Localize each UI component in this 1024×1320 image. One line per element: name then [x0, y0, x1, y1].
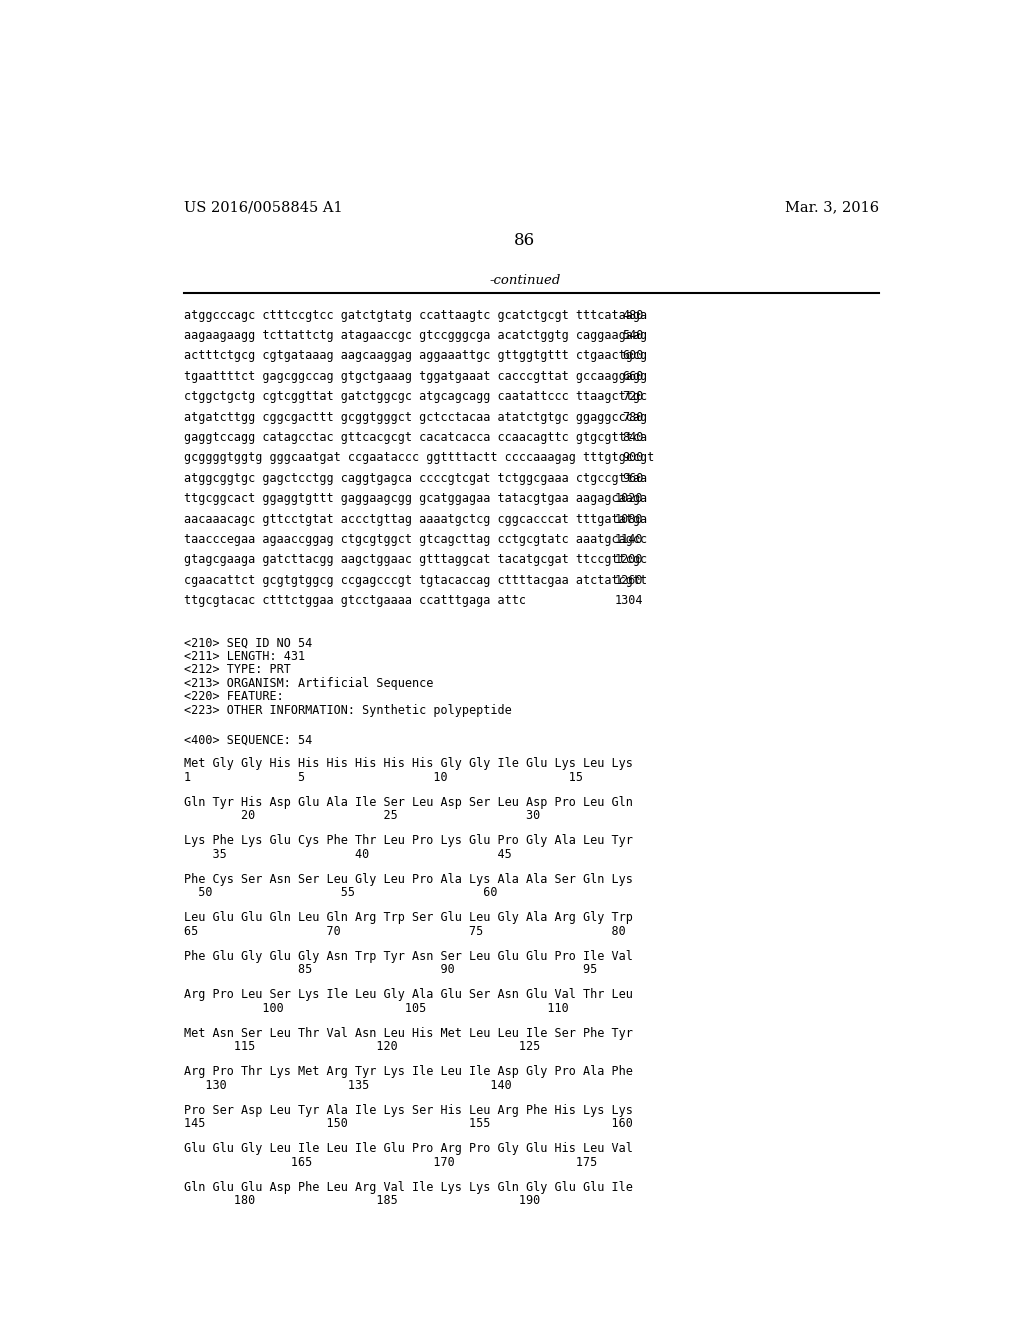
Text: 85                  90                  95: 85 90 95 — [183, 964, 597, 975]
Text: 900: 900 — [622, 451, 643, 465]
Text: 1080: 1080 — [614, 512, 643, 525]
Text: gcggggtggtg gggcaatgat ccgaataccc ggttttactt ccccaaagag tttgtgccgt: gcggggtggtg gggcaatgat ccgaataccc ggtttt… — [183, 451, 654, 465]
Text: 180                 185                 190: 180 185 190 — [183, 1195, 540, 1206]
Text: Lys Phe Lys Glu Cys Phe Thr Leu Pro Lys Glu Pro Gly Ala Leu Tyr: Lys Phe Lys Glu Cys Phe Thr Leu Pro Lys … — [183, 834, 633, 847]
Text: ctggctgctg cgtcggttat gatctggcgc atgcagcagg caatattccc ttaagcttgc: ctggctgctg cgtcggttat gatctggcgc atgcagc… — [183, 391, 647, 403]
Text: Leu Glu Glu Gln Leu Gln Arg Trp Ser Glu Leu Gly Ala Arg Gly Trp: Leu Glu Glu Gln Leu Gln Arg Trp Ser Glu … — [183, 911, 633, 924]
Text: 130                 135                 140: 130 135 140 — [183, 1078, 512, 1092]
Text: 1304: 1304 — [614, 594, 643, 607]
Text: taacccegaa agaaccggag ctgcgtggct gtcagcttag cctgcgtatc aaatgcagcc: taacccegaa agaaccggag ctgcgtggct gtcagct… — [183, 533, 647, 546]
Text: 65                  70                  75                  80: 65 70 75 80 — [183, 924, 626, 937]
Text: 540: 540 — [622, 329, 643, 342]
Text: 1200: 1200 — [614, 553, 643, 566]
Text: <211> LENGTH: 431: <211> LENGTH: 431 — [183, 649, 305, 663]
Text: ttgcggcact ggaggtgttt gaggaagcgg gcatggagaa tatacgtgaa aagagcaaga: ttgcggcact ggaggtgttt gaggaagcgg gcatgga… — [183, 492, 647, 506]
Text: Gln Tyr His Asp Glu Ala Ile Ser Leu Asp Ser Leu Asp Pro Leu Gln: Gln Tyr His Asp Glu Ala Ile Ser Leu Asp … — [183, 796, 633, 809]
Text: US 2016/0058845 A1: US 2016/0058845 A1 — [183, 201, 342, 215]
Text: -continued: -continued — [489, 275, 560, 286]
Text: Mar. 3, 2016: Mar. 3, 2016 — [784, 201, 879, 215]
Text: atggcccagc ctttccgtcc gatctgtatg ccattaagtc gcatctgcgt tttcataaga: atggcccagc ctttccgtcc gatctgtatg ccattaa… — [183, 309, 647, 322]
Text: 20                  25                  30: 20 25 30 — [183, 809, 540, 822]
Text: 600: 600 — [622, 350, 643, 363]
Text: 840: 840 — [622, 432, 643, 444]
Text: 660: 660 — [622, 370, 643, 383]
Text: actttctgcg cgtgataaag aagcaaggag aggaaattgc gttggtgttt ctgaactgcg: actttctgcg cgtgataaag aagcaaggag aggaaat… — [183, 350, 647, 363]
Text: gaggtccagg catagcctac gttcacgcgt cacatcacca ccaacagttc gtgcgtttca: gaggtccagg catagcctac gttcacgcgt cacatca… — [183, 432, 647, 444]
Text: cgaacattct gcgtgtggcg ccgagcccgt tgtacaccag cttttacgaa atctatcgtt: cgaacattct gcgtgtggcg ccgagcccgt tgtacac… — [183, 574, 647, 587]
Text: Phe Cys Ser Asn Ser Leu Gly Leu Pro Ala Lys Ala Ala Ser Gln Lys: Phe Cys Ser Asn Ser Leu Gly Leu Pro Ala … — [183, 873, 633, 886]
Text: Arg Pro Leu Ser Lys Ile Leu Gly Ala Glu Ser Asn Glu Val Thr Leu: Arg Pro Leu Ser Lys Ile Leu Gly Ala Glu … — [183, 989, 633, 1001]
Text: 1               5                  10                 15: 1 5 10 15 — [183, 771, 583, 784]
Text: aacaaacagc gttcctgtat accctgttag aaaatgctcg cggcacccat tttgatatga: aacaaacagc gttcctgtat accctgttag aaaatgc… — [183, 512, 647, 525]
Text: 720: 720 — [622, 391, 643, 403]
Text: Phe Glu Gly Glu Gly Asn Trp Tyr Asn Ser Leu Glu Glu Pro Ile Val: Phe Glu Gly Glu Gly Asn Trp Tyr Asn Ser … — [183, 949, 633, 962]
Text: 86: 86 — [514, 231, 536, 248]
Text: 1020: 1020 — [614, 492, 643, 506]
Text: Gln Glu Glu Asp Phe Leu Arg Val Ile Lys Lys Gln Gly Glu Glu Ile: Gln Glu Glu Asp Phe Leu Arg Val Ile Lys … — [183, 1180, 633, 1193]
Text: 1260: 1260 — [614, 574, 643, 587]
Text: <220> FEATURE:: <220> FEATURE: — [183, 690, 284, 704]
Text: atgatcttgg cggcgacttt gcggtgggct gctcctacaa atatctgtgc ggaggcccag: atgatcttgg cggcgacttt gcggtgggct gctccta… — [183, 411, 647, 424]
Text: Arg Pro Thr Lys Met Arg Tyr Lys Ile Leu Ile Asp Gly Pro Ala Phe: Arg Pro Thr Lys Met Arg Tyr Lys Ile Leu … — [183, 1065, 633, 1078]
Text: Met Gly Gly His His His His His His Gly Gly Ile Glu Lys Leu Lys: Met Gly Gly His His His His His His Gly … — [183, 758, 633, 770]
Text: 115                 120                 125: 115 120 125 — [183, 1040, 540, 1053]
Text: Met Asn Ser Leu Thr Val Asn Leu His Met Leu Leu Ile Ser Phe Tyr: Met Asn Ser Leu Thr Val Asn Leu His Met … — [183, 1027, 633, 1040]
Text: atggcggtgc gagctcctgg caggtgagca ccccgtcgat tctggcgaaa ctgccgttaa: atggcggtgc gagctcctgg caggtgagca ccccgtc… — [183, 471, 647, 484]
Text: 35                  40                  45: 35 40 45 — [183, 847, 512, 861]
Text: 780: 780 — [622, 411, 643, 424]
Text: 1140: 1140 — [614, 533, 643, 546]
Text: tgaattttct gagcggccag gtgctgaaag tggatgaaat cacccgttat gccaaggagg: tgaattttct gagcggccag gtgctgaaag tggatga… — [183, 370, 647, 383]
Text: 165                 170                 175: 165 170 175 — [183, 1155, 597, 1168]
Text: 100                 105                 110: 100 105 110 — [183, 1002, 568, 1015]
Text: <223> OTHER INFORMATION: Synthetic polypeptide: <223> OTHER INFORMATION: Synthetic polyp… — [183, 704, 512, 717]
Text: <400> SEQUENCE: 54: <400> SEQUENCE: 54 — [183, 734, 312, 747]
Text: <210> SEQ ID NO 54: <210> SEQ ID NO 54 — [183, 636, 312, 649]
Text: gtagcgaaga gatcttacgg aagctggaac gtttaggcat tacatgcgat ttccgttcgc: gtagcgaaga gatcttacgg aagctggaac gtttagg… — [183, 553, 647, 566]
Text: Pro Ser Asp Leu Tyr Ala Ile Lys Ser His Leu Arg Phe His Lys Lys: Pro Ser Asp Leu Tyr Ala Ile Lys Ser His … — [183, 1104, 633, 1117]
Text: <212> TYPE: PRT: <212> TYPE: PRT — [183, 663, 291, 676]
Text: ttgcgtacac ctttctggaa gtcctgaaaa ccatttgaga attc: ttgcgtacac ctttctggaa gtcctgaaaa ccatttg… — [183, 594, 525, 607]
Text: Glu Glu Gly Leu Ile Leu Ile Glu Pro Arg Pro Gly Glu His Leu Val: Glu Glu Gly Leu Ile Leu Ile Glu Pro Arg … — [183, 1142, 633, 1155]
Text: 960: 960 — [622, 471, 643, 484]
Text: 145                 150                 155                 160: 145 150 155 160 — [183, 1117, 633, 1130]
Text: aagaagaagg tcttattctg atagaaccgc gtccgggcga acatctggtg caggaagaag: aagaagaagg tcttattctg atagaaccgc gtccggg… — [183, 329, 647, 342]
Text: 480: 480 — [622, 309, 643, 322]
Text: 50                  55                  60: 50 55 60 — [183, 886, 498, 899]
Text: <213> ORGANISM: Artificial Sequence: <213> ORGANISM: Artificial Sequence — [183, 677, 433, 689]
